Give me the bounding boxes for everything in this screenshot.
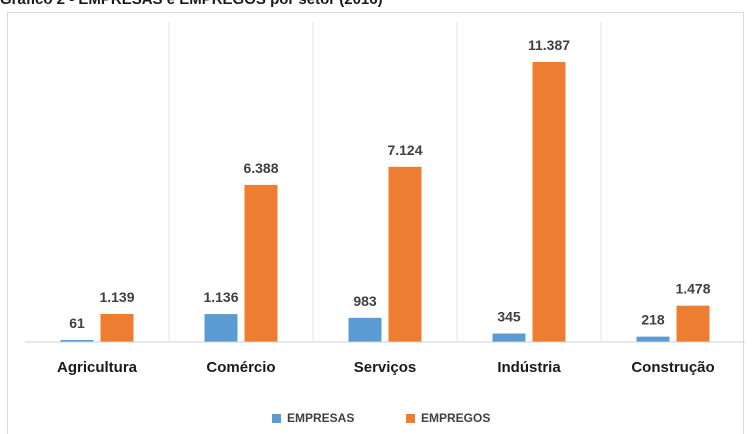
- x-tick-label-construcao: Construção: [631, 359, 714, 376]
- legend: EMPRESAS EMPREGOS: [272, 411, 490, 425]
- x-tick-label-industria: Indústria: [497, 359, 561, 376]
- bar-empregos-construcao: [676, 305, 710, 342]
- bar-empregos-agricultura: [100, 313, 134, 342]
- data-label-empresas-comercio: 1.136: [203, 289, 238, 305]
- legend-label-empregos: EMPREGOS: [421, 411, 490, 425]
- bar-empregos-comercio: [244, 184, 278, 342]
- bar-empresas-comercio: [204, 314, 238, 342]
- x-tick-label-agricultura: Agricultura: [57, 359, 138, 376]
- bar-empresas-agricultura: [60, 340, 94, 342]
- data-label-empregos-comercio: 6.388: [243, 160, 278, 176]
- x-tick-label-servicos: Serviços: [354, 359, 417, 376]
- x-axis: Agricultura Comércio Serviços Indústria Cons…: [25, 341, 745, 376]
- data-label-empresas-servicos: 983: [353, 293, 377, 309]
- data-label-empregos-agricultura: 1.139: [99, 289, 134, 305]
- bar-empregos-industria: [532, 62, 566, 342]
- bar-empresas-industria: [492, 333, 526, 342]
- chart-title: Gráfico 2 - EMPRESAS e EMPREGOS por seto…: [0, 0, 383, 8]
- data-label-empregos-servicos: 7.124: [387, 142, 422, 158]
- bar-empresas-servicos: [348, 317, 382, 342]
- bar-empregos-servicos: [388, 166, 422, 342]
- bar-empresas-construcao: [636, 336, 670, 342]
- legend-label-empresas: EMPRESAS: [287, 411, 354, 425]
- data-label-empregos-industria: 11.387: [528, 37, 570, 53]
- bars: [60, 62, 710, 342]
- legend-swatch-empresas: [272, 414, 281, 423]
- x-tick-label-comercio: Comércio: [206, 359, 275, 376]
- data-label-empresas-construcao: 218: [641, 312, 665, 328]
- value-labels: 61 1.139 1.136 6.388 983 7.124 345 11.387 218 1.4…: [69, 37, 711, 331]
- data-label-empregos-construcao: 1.478: [675, 281, 710, 297]
- data-label-empresas-industria: 345: [497, 309, 521, 325]
- data-label-empresas-agricultura: 61: [69, 315, 85, 331]
- plot-frame: [7, 12, 744, 434]
- legend-swatch-empregos: [406, 414, 415, 423]
- category-separators: [168, 22, 602, 342]
